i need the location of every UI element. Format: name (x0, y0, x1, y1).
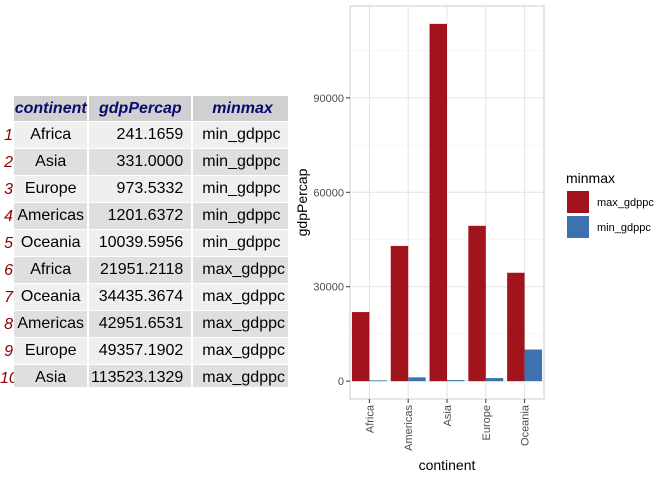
data-table: continent gdpPercap minmax Africa 241.165… (12, 95, 290, 387)
bar-max_gdppc-africa (351, 312, 370, 382)
legend-title: minmax (566, 170, 615, 186)
cell-continent: Americas (14, 203, 88, 229)
cell-minmax: max_gdppc (193, 284, 288, 310)
cell-continent: Asia (14, 365, 88, 387)
cell-gdppercap: 49357.1902 (89, 338, 192, 364)
bar-max_gdppc-oceania (507, 272, 525, 382)
row-index: 7 (4, 289, 13, 306)
x-axis-title: continent (419, 457, 476, 473)
cell-gdppercap: 21951.2118 (89, 257, 192, 283)
cell-minmax: min_gdppc (193, 149, 288, 175)
cell-continent: Africa (14, 257, 88, 283)
legend: minmax max_gdppc min_gdppc (566, 170, 654, 238)
row-index: 3 (4, 181, 13, 198)
header-minmax: minmax (193, 96, 288, 121)
cell-minmax: max_gdppc (193, 257, 288, 283)
bar-min_gdppc-oceania (524, 349, 543, 382)
cell-gdppercap: 241.1659 (89, 122, 192, 148)
row-index: 2 (4, 154, 13, 171)
table-row: Americas 42951.6531 max_gdppc (14, 311, 288, 337)
bar-min_gdppc-europe (485, 378, 504, 382)
cell-gdppercap: 10039.5956 (89, 230, 192, 256)
y-tick-label: 0 (338, 376, 344, 388)
x-tick-label: Europe (481, 405, 493, 440)
cell-minmax: max_gdppc (193, 311, 288, 337)
cell-gdppercap: 42951.6531 (89, 311, 192, 337)
legend-label: min_gdppc (597, 222, 651, 234)
legend-key (567, 216, 589, 238)
table-row: Americas 1201.6372 min_gdppc (14, 203, 288, 229)
table-header-row: continent gdpPercap minmax (14, 96, 288, 121)
cell-continent: Africa (14, 122, 88, 148)
cell-gdppercap: 34435.3674 (89, 284, 192, 310)
cell-continent: Asia (14, 149, 88, 175)
cell-continent: Europe (14, 338, 88, 364)
data-table-panel: 1 2 3 4 5 6 7 8 9 10 continent gdpPercap minmax A… (0, 95, 290, 387)
x-tick-label: Asia (442, 404, 454, 426)
cell-minmax: min_gdppc (193, 230, 288, 256)
cell-gdppercap: 1201.6372 (89, 203, 192, 229)
cell-minmax: max_gdppc (193, 338, 288, 364)
row-index: 5 (4, 235, 13, 252)
bar-max_gdppc-americas (390, 245, 409, 382)
y-tick-label: 90000 (313, 93, 344, 105)
bar-min_gdppc-africa (369, 380, 387, 382)
table-row: Africa 241.1659 min_gdppc (14, 122, 288, 148)
cell-minmax: max_gdppc (193, 365, 288, 387)
cell-continent: Americas (14, 311, 88, 337)
table-row: Oceania 34435.3674 max_gdppc (14, 284, 288, 310)
row-index: 8 (4, 316, 13, 333)
cell-minmax: min_gdppc (193, 203, 288, 229)
bar-max_gdppc-asia (429, 23, 447, 382)
row-index: 6 (4, 262, 13, 279)
legend-label: max_gdppc (597, 197, 654, 209)
legend-key (567, 191, 589, 213)
x-tick-label: Americas (403, 405, 415, 451)
cell-gdppercap: 113523.1329 (89, 365, 192, 387)
bar-min_gdppc-americas (408, 377, 426, 382)
header-gdppercap: gdpPercap (89, 96, 192, 121)
table-row: Europe 49357.1902 max_gdppc (14, 338, 288, 364)
y-tick-label: 30000 (313, 282, 344, 294)
cell-gdppercap: 973.5332 (89, 176, 192, 202)
cell-continent: Oceania (14, 230, 88, 256)
table-row: Asia 113523.1329 max_gdppc (14, 365, 288, 387)
x-tick-label: Oceania (520, 404, 532, 446)
cell-minmax: min_gdppc (193, 176, 288, 202)
cell-continent: Europe (14, 176, 88, 202)
cell-continent: Oceania (14, 284, 88, 310)
header-continent: continent (14, 96, 88, 121)
table-row: Africa 21951.2118 max_gdppc (14, 257, 288, 283)
cell-minmax: min_gdppc (193, 122, 288, 148)
y-axis-title: gdpPercap (294, 168, 310, 236)
bar-max_gdppc-europe (468, 225, 486, 382)
bar-min_gdppc-asia (447, 380, 465, 382)
table-row: Asia 331.0000 min_gdppc (14, 149, 288, 175)
x-tick-label: Africa (364, 404, 376, 433)
cell-gdppercap: 331.0000 (89, 149, 192, 175)
row-index: 9 (4, 343, 13, 360)
table-row: Oceania 10039.5956 min_gdppc (14, 230, 288, 256)
row-index: 1 (4, 127, 13, 144)
table-row: Europe 973.5332 min_gdppc (14, 176, 288, 202)
row-index: 4 (4, 208, 13, 225)
y-tick-label: 60000 (313, 187, 344, 199)
